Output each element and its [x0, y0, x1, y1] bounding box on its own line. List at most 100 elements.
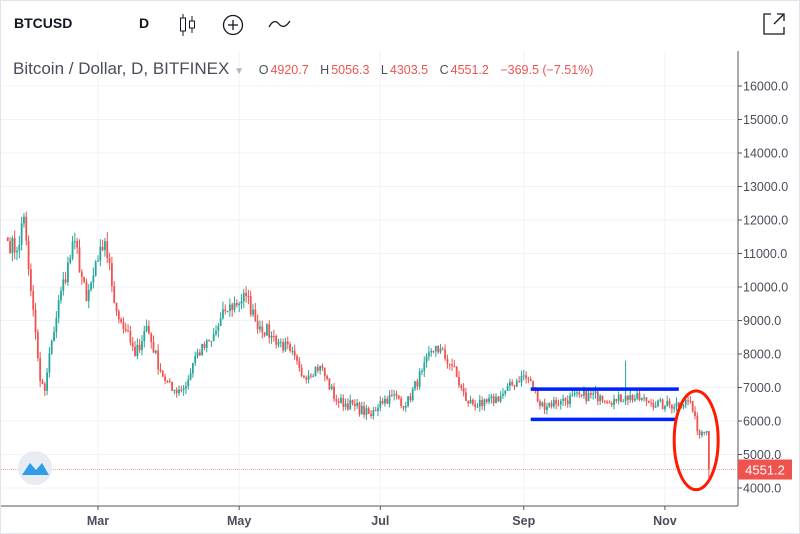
candle-body	[404, 405, 407, 408]
time-axis-label: Sep	[512, 514, 535, 528]
candle-body	[562, 398, 565, 401]
candle-body	[335, 398, 338, 401]
candle-body	[333, 386, 335, 399]
compare-line-icon[interactable]	[268, 17, 292, 31]
candle-body	[252, 309, 254, 315]
candle-body	[266, 324, 268, 336]
low-value: 4303.5	[389, 63, 429, 77]
candle-body	[185, 386, 187, 389]
add-indicator-icon[interactable]	[222, 14, 244, 36]
candle-body	[41, 381, 44, 384]
candle-body	[305, 377, 308, 380]
interval-button[interactable]: D	[139, 15, 150, 31]
candle-body	[138, 344, 141, 351]
candle-body	[238, 303, 241, 306]
candle-body	[43, 383, 46, 391]
open-value: 4920.7	[270, 63, 309, 77]
price-axis-label: 16000.0	[743, 80, 788, 94]
candle-body	[455, 367, 458, 377]
candle-body	[388, 395, 391, 404]
candlestick-icon[interactable]	[179, 13, 197, 37]
candle-body	[29, 269, 32, 292]
candle-body	[32, 291, 35, 310]
price-axis-label: 10000.0	[743, 281, 788, 295]
candle-body	[110, 263, 113, 286]
candle-body	[16, 250, 18, 253]
candle-body	[349, 400, 352, 410]
candle-body	[423, 362, 426, 372]
candle-body	[203, 344, 206, 348]
candle-body	[386, 398, 389, 404]
last-price-label: 4551.2	[745, 463, 785, 478]
popout-icon[interactable]	[762, 12, 786, 36]
candle-body	[703, 431, 706, 433]
candle-body	[245, 292, 247, 297]
candle-body	[705, 431, 708, 433]
candle-body	[224, 309, 227, 312]
candle-body	[451, 364, 453, 367]
candle-body	[603, 400, 606, 403]
series-legend: Bitcoin / Dollar, D, BITFINEX ▼ O 4920.7 …	[13, 59, 601, 79]
candle-body	[90, 282, 92, 290]
candle-body	[307, 375, 310, 380]
candle-body	[617, 394, 620, 401]
candle-body	[460, 385, 463, 388]
candle-body	[344, 403, 347, 407]
candle-body	[150, 333, 153, 343]
candle-body	[36, 332, 39, 359]
candle-body	[187, 379, 190, 387]
candle-body	[638, 393, 641, 401]
candle-body	[631, 395, 634, 401]
candle-body	[636, 393, 639, 399]
candle-body	[520, 376, 523, 383]
candle-body	[228, 304, 231, 312]
candle-body	[583, 390, 585, 396]
candle-body	[393, 394, 396, 396]
candle-body	[548, 403, 551, 407]
candle-body	[624, 395, 627, 402]
candle-body	[585, 390, 588, 402]
candle-body	[11, 238, 14, 253]
candle-body	[242, 292, 245, 302]
candle-body	[467, 400, 470, 404]
candle-body	[34, 309, 37, 333]
series-title[interactable]: Bitcoin / Dollar, D, BITFINEX	[13, 59, 230, 78]
candle-body	[564, 398, 567, 401]
candle-body	[277, 342, 280, 345]
candle-body	[215, 330, 217, 335]
tradingview-logo-icon	[22, 463, 49, 475]
candle-body	[136, 344, 139, 357]
candle-body	[39, 358, 42, 382]
candle-body	[416, 381, 419, 387]
candle-body	[279, 342, 282, 344]
candle-body	[198, 352, 201, 356]
candle-body	[191, 363, 194, 374]
candle-body	[497, 396, 500, 402]
candle-body	[365, 408, 368, 415]
candle-body	[550, 403, 553, 407]
candle-body	[471, 399, 474, 404]
candle-body	[397, 395, 400, 399]
candle-body	[27, 240, 30, 270]
candle-body	[707, 431, 710, 470]
candle-body	[643, 397, 646, 399]
candle-body	[53, 332, 55, 341]
candle-body	[476, 406, 479, 408]
chevron-down-icon[interactable]: ▼	[234, 66, 244, 77]
candle-body	[189, 373, 192, 380]
candle-body	[409, 396, 412, 401]
symbol-button[interactable]: BTCUSD	[14, 15, 73, 31]
candle-body	[161, 371, 164, 377]
candle-body	[428, 352, 430, 357]
price-axis-label: 8000.0	[743, 348, 781, 362]
candle-body	[50, 340, 53, 354]
candle-body	[573, 392, 576, 395]
candle-body	[444, 349, 446, 359]
candle-body	[400, 398, 403, 407]
candle-body	[222, 309, 224, 319]
candle-body	[55, 317, 58, 333]
candle-body	[300, 367, 303, 377]
candle-body	[101, 246, 104, 251]
high-label: H	[320, 63, 330, 77]
